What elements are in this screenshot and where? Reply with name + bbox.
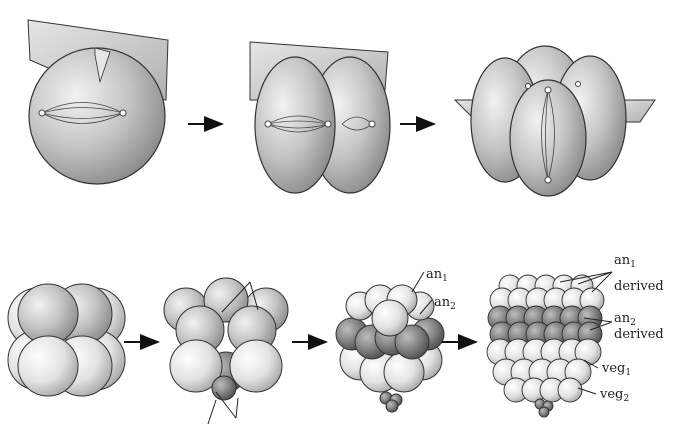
- sixty-four-cell-stage: [486, 274, 605, 418]
- blastomere-left: [254, 56, 336, 194]
- centrosome: [525, 83, 531, 89]
- pointer-lines-32: [411, 271, 433, 315]
- centrosome: [324, 120, 332, 128]
- label-an2-derived: an2: [614, 311, 636, 328]
- label-an1-derived-suffix: derived: [614, 279, 664, 294]
- plane-overlap: [94, 47, 111, 83]
- spindle-front: [541, 89, 555, 181]
- two-cell-stage: [249, 41, 391, 194]
- thirty-two-cell-stage: [335, 284, 445, 413]
- four-cell-stage: [453, 45, 656, 197]
- pointer-lines-16: [207, 281, 259, 425]
- centrosome: [368, 120, 376, 128]
- centrosome-left: [38, 109, 46, 117]
- blastomere-front: [509, 79, 587, 197]
- spindle-left: [267, 115, 329, 133]
- label-an2: an2: [434, 295, 456, 312]
- micromere: [538, 406, 550, 418]
- label-an1-derived: an1: [614, 253, 636, 270]
- blastomere: [557, 377, 583, 403]
- label-an2-derived-suffix: derived: [614, 327, 664, 342]
- label-veg2: veg2: [599, 387, 629, 404]
- pointer-lines-64: [559, 271, 613, 395]
- centrosome: [544, 176, 552, 184]
- label-veg1: veg1: [601, 361, 631, 378]
- zygote-stage: [27, 19, 169, 185]
- centrosome-right: [119, 109, 127, 117]
- label-an1: an1: [426, 267, 448, 284]
- centrosome: [544, 86, 552, 94]
- eight-cell-stage: [7, 283, 126, 397]
- centrosome: [575, 81, 581, 87]
- sixteen-cell-stage: [163, 277, 289, 401]
- centrosome: [264, 120, 272, 128]
- mitotic-spindle: [41, 102, 124, 124]
- zygote-cell: [28, 47, 166, 185]
